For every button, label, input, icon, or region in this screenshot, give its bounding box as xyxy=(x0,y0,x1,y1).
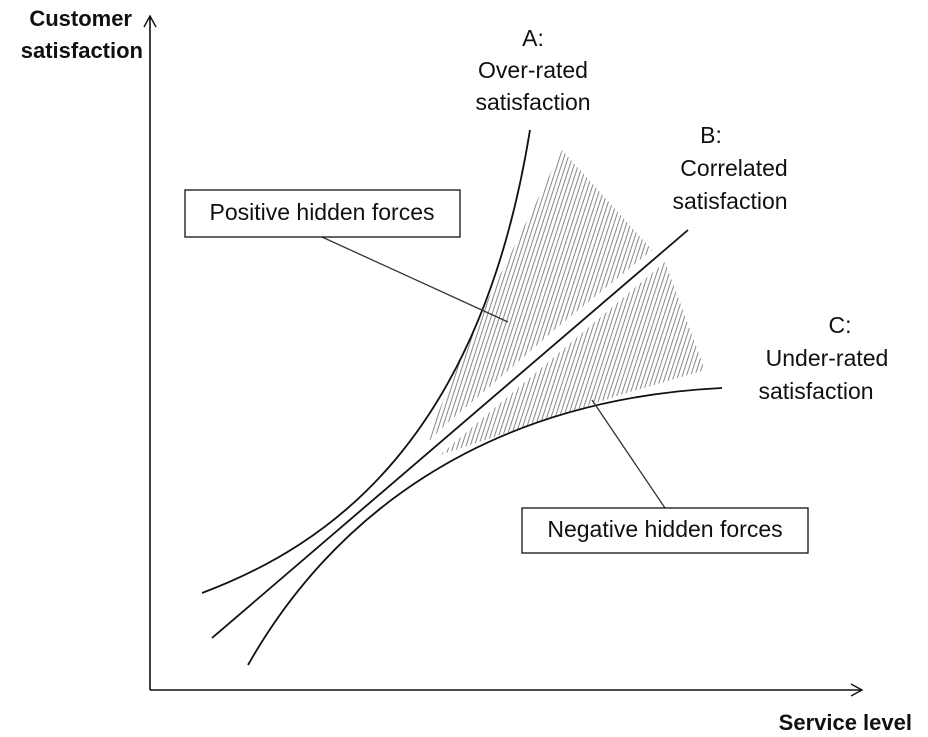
y-axis-label: Customer xyxy=(29,6,132,31)
curve-label: satisfaction xyxy=(475,89,590,115)
callout-label: Negative hidden forces xyxy=(547,516,782,542)
curve-label: Under-rated xyxy=(766,345,889,371)
negative-area xyxy=(440,262,705,455)
leader-line xyxy=(591,399,666,509)
leader-line xyxy=(321,236,509,323)
curve-label: B: xyxy=(700,122,722,148)
callout-box xyxy=(184,189,461,238)
x-axis-label: Service level xyxy=(779,710,912,735)
line-b xyxy=(211,229,689,639)
curve-label: satisfaction xyxy=(672,188,787,214)
curve-label: Correlated xyxy=(680,155,787,181)
curve-c xyxy=(247,387,723,666)
callout-box xyxy=(521,507,809,554)
y-axis-label: satisfaction xyxy=(21,38,143,63)
curve-label: C: xyxy=(829,312,852,338)
curve-a xyxy=(201,129,531,594)
callout-label: Positive hidden forces xyxy=(209,199,434,225)
curve-label: A: xyxy=(522,25,544,51)
curve-label: satisfaction xyxy=(758,378,873,404)
positive-area xyxy=(425,150,652,445)
curve-label: Over-rated xyxy=(478,57,588,83)
